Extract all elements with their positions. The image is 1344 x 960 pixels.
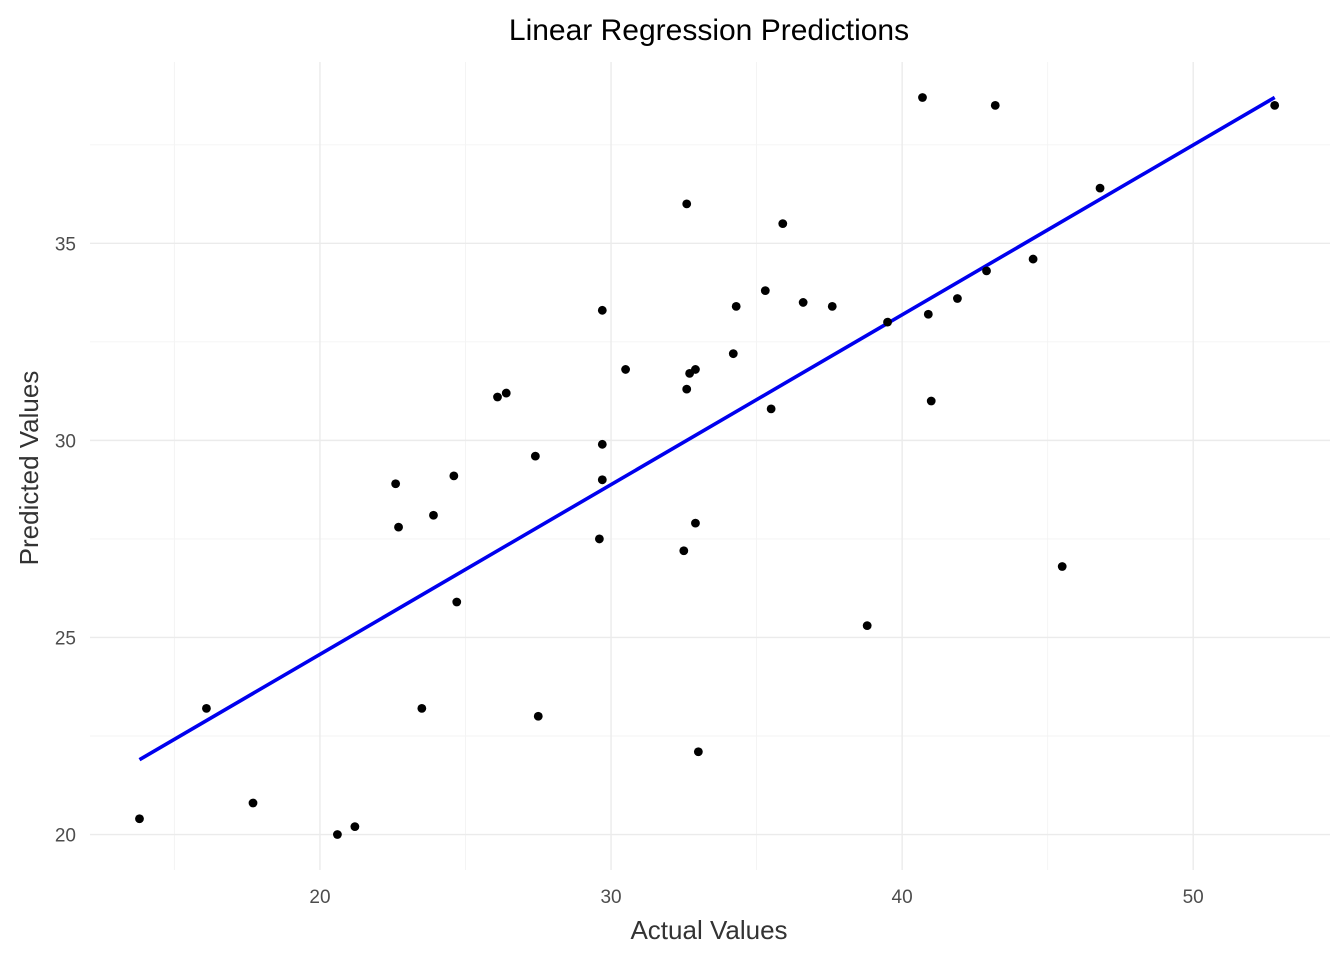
data-point — [533, 711, 543, 721]
data-point — [594, 534, 604, 544]
data-point — [248, 798, 258, 808]
x-tick-label: 20 — [309, 887, 330, 908]
data-point — [597, 439, 607, 449]
chart-title: Linear Regression Predictions — [509, 14, 909, 47]
y-tick-label: 30 — [55, 431, 76, 452]
data-point — [926, 396, 936, 406]
data-point — [493, 392, 502, 402]
data-point — [923, 309, 933, 319]
data-point — [827, 301, 837, 311]
data-point — [452, 597, 462, 607]
data-point — [953, 294, 962, 303]
data-point — [990, 100, 1000, 110]
data-point — [394, 522, 403, 532]
data-point — [597, 305, 607, 315]
y-axis-title: Predicted Values — [14, 371, 44, 566]
data-point — [691, 365, 700, 374]
data-point — [766, 404, 776, 414]
data-point — [918, 93, 927, 102]
data-point — [391, 479, 401, 489]
data-point — [202, 704, 211, 713]
data-points — [135, 93, 1280, 839]
data-point — [693, 747, 703, 757]
data-point — [1028, 254, 1038, 264]
data-point — [501, 388, 511, 398]
data-point — [333, 830, 342, 839]
data-point — [1057, 562, 1067, 571]
x-tick-label: 30 — [600, 887, 621, 908]
data-point — [682, 384, 692, 394]
data-point — [621, 365, 630, 374]
regression-line — [138, 95, 1276, 762]
regression-line-layer — [138, 95, 1276, 762]
x-axis-title: Actual Values — [630, 915, 787, 945]
data-point — [778, 219, 788, 229]
data-point — [417, 704, 427, 713]
data-point — [597, 475, 607, 485]
data-point — [1270, 100, 1280, 110]
x-tick-label: 40 — [892, 887, 913, 908]
data-point — [982, 266, 991, 276]
data-point — [135, 814, 144, 824]
data-point — [1095, 183, 1105, 193]
data-point — [798, 298, 808, 307]
y-axis-ticks: 20 25 30 35 — [55, 234, 76, 846]
data-point — [682, 199, 692, 209]
data-point — [350, 822, 360, 832]
minor-grid — [90, 62, 1330, 870]
x-tick-label: 50 — [1183, 887, 1204, 908]
data-point — [530, 451, 540, 461]
data-point — [728, 349, 738, 359]
data-point — [449, 471, 459, 481]
y-tick-label: 25 — [55, 628, 76, 649]
data-point — [883, 317, 892, 327]
x-axis-ticks: 20 30 40 50 — [309, 887, 1203, 908]
data-point — [760, 286, 770, 296]
data-point — [679, 546, 689, 556]
data-point — [691, 518, 700, 528]
major-grid — [90, 62, 1330, 870]
data-point — [862, 621, 872, 631]
y-tick-label: 20 — [55, 826, 76, 847]
data-point — [731, 301, 741, 311]
data-point — [429, 510, 438, 520]
y-tick-label: 35 — [55, 234, 76, 255]
